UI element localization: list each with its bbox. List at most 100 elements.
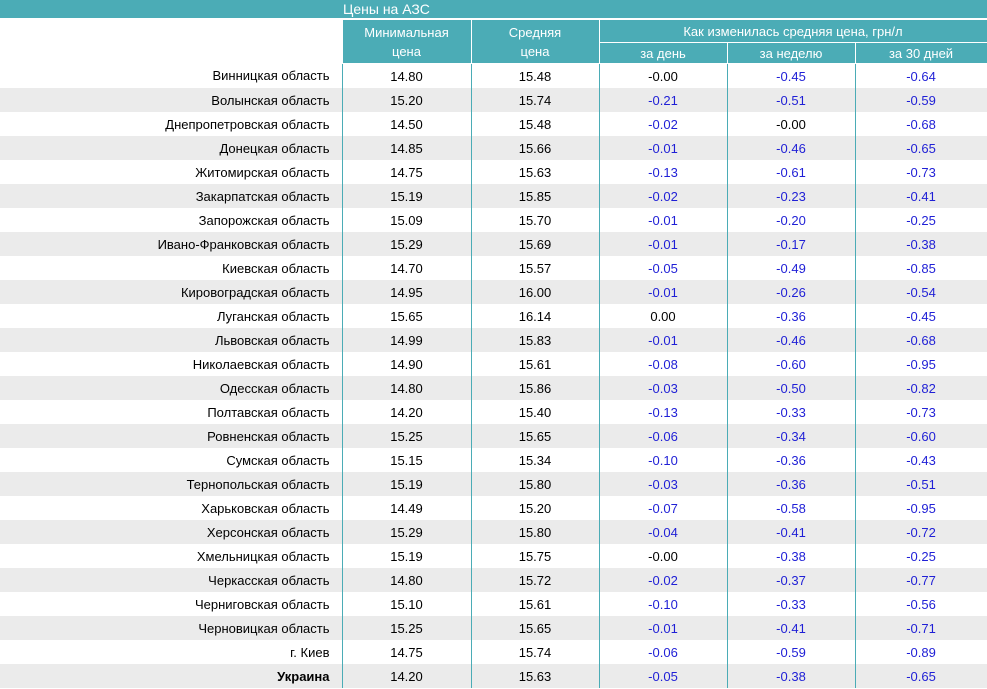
change-30-days-cell: -0.43 — [854, 448, 987, 472]
region-name-cell: Кировоградская область — [0, 280, 343, 304]
table-row: Запорожская область 15.09 15.70 -0.01 -0.20-… — [0, 208, 987, 232]
min-price-cell: 15.19 — [341, 184, 472, 208]
change-30-days-cell: -0.64 — [854, 63, 987, 88]
change-day-cell: -0.00 — [598, 544, 728, 568]
region-name-cell: Ровненская область — [0, 424, 343, 448]
avg-price-cell: 16.00 — [470, 280, 600, 304]
change-day-cell: -0.05 — [598, 664, 728, 688]
min-price-cell: 14.99 — [341, 328, 472, 352]
table-row: Луганская область 15.65 16.14 0.00 -0.36 -0.4… — [0, 304, 987, 328]
avg-price-header: Средняя цена — [470, 19, 600, 64]
table-row: Ровненская область 15.25 15.65 -0.06 -0.34 -0… — [0, 424, 987, 448]
table-row: Кировоградская область 14.95 16.00 -0.01 -0.… — [0, 280, 987, 304]
min-price-cell: 15.65 — [341, 304, 472, 328]
avg-price-cell: 15.65 — [470, 424, 600, 448]
region-name-cell: Харьковская область — [0, 496, 343, 520]
change-week-cell: -0.60 — [726, 352, 856, 376]
change-week-cell: -0.50 — [726, 376, 856, 400]
change-week-cell: -0.49 — [726, 256, 856, 280]
region-name-cell: Львовская область — [0, 328, 343, 352]
region-name-cell: Украина — [0, 664, 343, 688]
change-day-cell: -0.03 — [598, 472, 728, 496]
min-price-cell: 14.80 — [341, 568, 472, 592]
change-30-days-cell: -0.72 — [854, 520, 987, 544]
avg-price-cell: 15.20 — [470, 496, 600, 520]
region-name-cell: Черниговская область — [0, 592, 343, 616]
region-name-cell: Днепропетровская область — [0, 112, 343, 136]
avg-price-cell: 15.72 — [470, 568, 600, 592]
avg-price-header-line2: цена — [520, 43, 550, 59]
change-30-days-cell: -0.59 — [854, 88, 987, 112]
table-row: Винницкая область 14.80 15.48 -0.00 -0.45 -0.… — [0, 63, 987, 88]
change-week-cell: -0.46 — [726, 328, 856, 352]
change-week-cell: -0.36 — [726, 304, 856, 328]
change-day-cell: -0.02 — [598, 568, 728, 592]
table-row: Волынская область 15.20 15.74 -0.21 -0.51 -0.… — [0, 88, 987, 112]
avg-price-cell: 15.85 — [470, 184, 600, 208]
table-row: Харьковская область 14.49 15.20 -0.07 -0.58-… — [0, 496, 987, 520]
min-price-cell: 15.10 — [341, 592, 472, 616]
avg-price-cell: 15.40 — [470, 400, 600, 424]
min-price-cell: 14.75 — [341, 160, 472, 184]
region-name-cell: Черновицкая область — [0, 616, 343, 640]
min-price-cell: 15.20 — [341, 88, 472, 112]
change-day-cell: -0.01 — [598, 232, 728, 256]
change-30-days-cell: -0.68 — [854, 328, 987, 352]
change-day-cell: -0.02 — [598, 184, 728, 208]
table-row: Черкасская область 14.80 15.72 -0.02 -0.37 -0… — [0, 568, 987, 592]
avg-price-cell: 15.66 — [470, 136, 600, 160]
change-30-days-cell: -0.73 — [854, 160, 987, 184]
avg-price-cell: 15.74 — [470, 640, 600, 664]
min-price-cell: 14.80 — [341, 63, 472, 88]
change-30-days-cell: -0.77 — [854, 568, 987, 592]
per-day-header: за день — [598, 42, 728, 64]
table-row: г. Киев 14.75 15.74 -0.06 -0.59 -0.89 — [0, 640, 987, 664]
change-group-header: Как изменилась средняя цена, грн/л — [598, 19, 987, 43]
table-row: Ивано-Франковская область 15.29 15.69 -0.01… — [0, 232, 987, 256]
table-row: Украина 14.20 15.63 -0.05 -0.38 -0.65 — [0, 664, 987, 688]
region-name-cell: Одесская область — [0, 376, 343, 400]
change-30-days-cell: -0.95 — [854, 496, 987, 520]
change-week-cell: -0.58 — [726, 496, 856, 520]
avg-price-cell: 15.57 — [470, 256, 600, 280]
change-week-cell: -0.17 — [726, 232, 856, 256]
table-body: Винницкая область 14.80 15.48 -0.00 -0.45 -0.… — [0, 63, 987, 688]
change-week-cell: -0.33 — [726, 400, 856, 424]
min-price-cell: 15.09 — [341, 208, 472, 232]
change-day-cell: -0.03 — [598, 376, 728, 400]
change-30-days-cell: -0.65 — [854, 664, 987, 688]
avg-price-cell: 15.80 — [470, 472, 600, 496]
min-price-cell: 14.90 — [341, 352, 472, 376]
change-30-days-cell: -0.82 — [854, 376, 987, 400]
min-price-cell: 15.29 — [341, 520, 472, 544]
change-week-cell: -0.33 — [726, 592, 856, 616]
change-week-cell: -0.20 — [726, 208, 856, 232]
change-day-cell: -0.01 — [598, 616, 728, 640]
avg-price-cell: 15.86 — [470, 376, 600, 400]
table-row: Сумская область 15.15 15.34 -0.10 -0.36 -0.43 — [0, 448, 987, 472]
change-week-cell: -0.37 — [726, 568, 856, 592]
change-30-days-cell: -0.54 — [854, 280, 987, 304]
region-name-cell: г. Киев — [0, 640, 343, 664]
region-name-cell: Винницкая область — [0, 63, 343, 88]
min-price-cell: 14.20 — [341, 664, 472, 688]
min-price-header-line2: цена — [392, 43, 421, 59]
region-name-cell: Закарпатская область — [0, 184, 343, 208]
change-day-cell: -0.07 — [598, 496, 728, 520]
region-name-cell: Полтавская область — [0, 400, 343, 424]
min-price-cell: 14.80 — [341, 376, 472, 400]
change-30-days-cell: -0.65 — [854, 136, 987, 160]
min-price-cell: 14.20 — [341, 400, 472, 424]
region-name-cell: Донецкая область — [0, 136, 343, 160]
min-price-cell: 14.50 — [341, 112, 472, 136]
avg-price-cell: 16.14 — [470, 304, 600, 328]
change-day-cell: -0.08 — [598, 352, 728, 376]
change-day-cell: -0.13 — [598, 160, 728, 184]
avg-price-cell: 15.61 — [470, 352, 600, 376]
avg-price-header-line1: Средняя — [508, 24, 562, 40]
avg-price-cell: 15.63 — [470, 664, 600, 688]
change-day-cell: -0.05 — [598, 256, 728, 280]
min-price-cell: 14.95 — [341, 280, 472, 304]
change-week-cell: -0.36 — [726, 448, 856, 472]
change-day-cell: -0.00 — [598, 63, 728, 88]
